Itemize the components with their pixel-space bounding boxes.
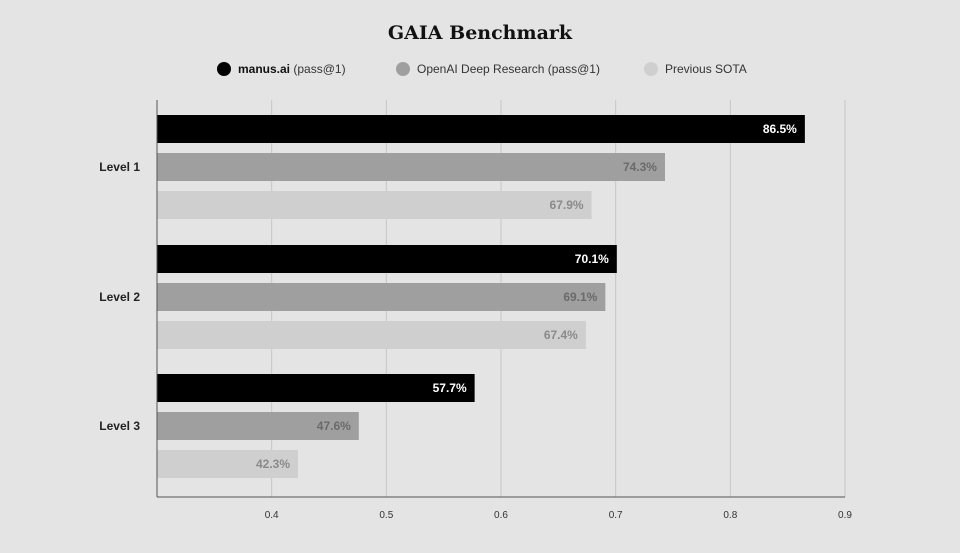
x-tick-label-5: 0.9 xyxy=(838,510,852,521)
data-label-2-0: 57.7% xyxy=(433,381,467,395)
axes xyxy=(156,100,845,498)
legend: manus.ai (pass@1) OpenAI Deep Research (p… xyxy=(217,62,747,76)
legend-label-1: OpenAI Deep Research (pass@1) xyxy=(417,62,600,76)
bar-2-0 xyxy=(157,374,475,402)
x-tick-label-4: 0.8 xyxy=(723,510,737,521)
bars: Level 1 86.5% 74.3% 67.9% Level 2 70.1% 69.1% 6… xyxy=(99,115,805,478)
chart-title: GAIA Benchmark xyxy=(388,22,573,44)
legend-name-1: OpenAI Deep Research (pass@1) xyxy=(417,62,600,76)
legend-label-0: manus.ai (pass@1) xyxy=(238,62,346,76)
x-tick-label-0: 0.4 xyxy=(265,510,279,521)
bar-0-2 xyxy=(157,191,592,219)
legend-name-0: manus.ai xyxy=(238,62,290,76)
legend-name-2: Previous SOTA xyxy=(665,62,747,76)
legend-marker-0 xyxy=(217,62,231,76)
x-tick-label-3: 0.7 xyxy=(609,510,623,521)
data-label-0-1: 74.3% xyxy=(623,160,657,174)
bar-1-0 xyxy=(157,245,617,273)
category-label-1: Level 2 xyxy=(99,290,140,304)
bar-0-0 xyxy=(157,115,805,143)
data-label-1-1: 69.1% xyxy=(563,290,597,304)
data-label-1-0: 70.1% xyxy=(575,252,609,266)
data-label-0-2: 67.9% xyxy=(550,198,584,212)
bar-1-1 xyxy=(157,283,606,311)
data-label-2-2: 42.3% xyxy=(256,457,290,471)
legend-marker-2 xyxy=(644,62,658,76)
data-label-1-2: 67.4% xyxy=(544,328,578,342)
legend-label-2: Previous SOTA xyxy=(665,62,747,76)
legend-marker-1 xyxy=(396,62,410,76)
bar-0-1 xyxy=(157,153,665,181)
data-label-2-1: 47.6% xyxy=(317,419,351,433)
bar-1-2 xyxy=(157,321,586,349)
bar-2-2 xyxy=(157,450,299,478)
x-tick-label-2: 0.6 xyxy=(494,510,508,521)
bar-2-1 xyxy=(157,412,359,440)
category-label-0: Level 1 xyxy=(99,160,140,174)
legend-suffix-0: (pass@1) xyxy=(290,62,346,76)
category-label-2: Level 3 xyxy=(99,419,140,433)
data-label-0-0: 86.5% xyxy=(763,122,797,136)
x-tick-label-1: 0.5 xyxy=(379,510,393,521)
